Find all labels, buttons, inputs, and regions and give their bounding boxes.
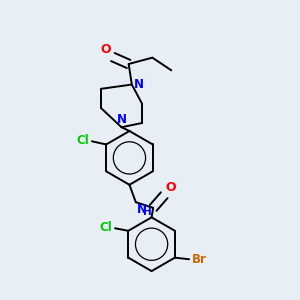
Text: N: N [137, 203, 147, 216]
Text: Br: Br [192, 253, 207, 266]
Text: H: H [143, 207, 152, 217]
Text: O: O [166, 181, 176, 194]
Text: Cl: Cl [100, 221, 112, 234]
Text: O: O [100, 43, 111, 56]
Text: Cl: Cl [76, 134, 89, 147]
Text: N: N [116, 113, 127, 126]
Text: N: N [134, 78, 143, 91]
